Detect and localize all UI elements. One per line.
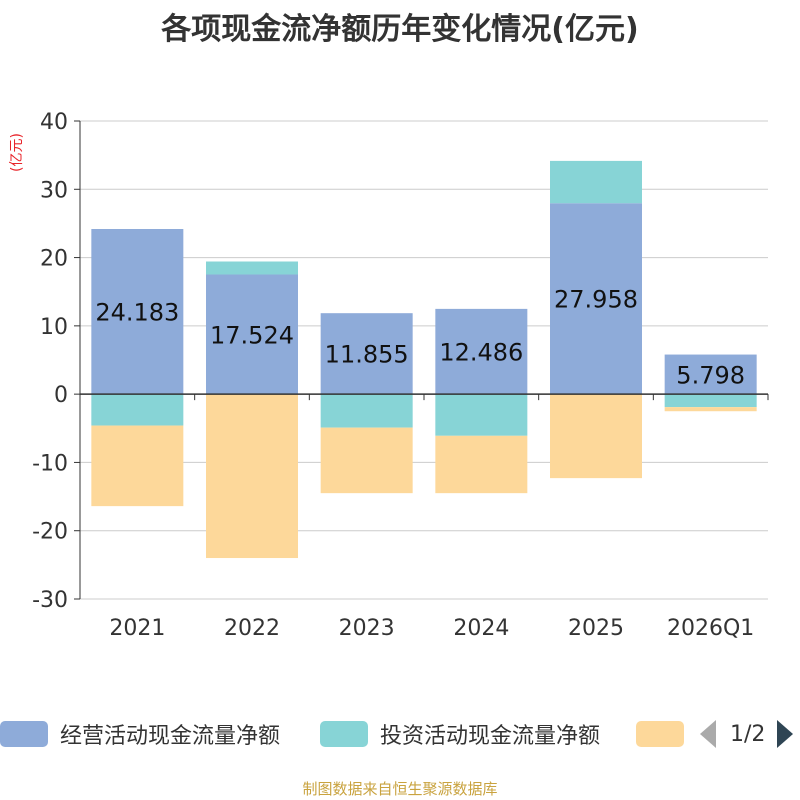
- legend-item-financing[interactable]: [636, 720, 696, 748]
- chart-title: 各项现金流净额历年变化情况(亿元): [161, 12, 639, 47]
- y-tick-label: 20: [40, 247, 68, 272]
- legend-swatch-operating: [0, 721, 48, 747]
- y-tick-label: -10: [32, 451, 68, 476]
- legend-page-indicator: 1/2: [730, 721, 766, 747]
- bar-operating-2022[interactable]: [206, 274, 298, 395]
- bar-operating-2025[interactable]: [550, 203, 642, 395]
- bar-investing-neg-2023[interactable]: [320, 394, 413, 428]
- bar-operating-2026Q1[interactable]: [664, 354, 757, 395]
- bar-financing-2023[interactable]: [320, 427, 413, 494]
- y-tick-label: -20: [32, 520, 68, 545]
- x-tick-label: 2022: [224, 616, 280, 641]
- data-label-operating-2025: 27.958: [554, 286, 638, 314]
- bar-operating-2024[interactable]: [435, 308, 528, 395]
- bar-financing-2024[interactable]: [435, 435, 528, 494]
- data-label-operating-2021: 24.183: [95, 299, 179, 327]
- x-tick-label: 2026Q1: [667, 616, 754, 641]
- bar-financing-2026Q1[interactable]: [664, 407, 757, 412]
- y-tick-label: 30: [40, 178, 68, 203]
- x-tick-label: 2021: [109, 616, 165, 641]
- x-tick-label: 2024: [453, 616, 509, 641]
- data-source-note: 制图数据来自恒生聚源数据库: [302, 780, 498, 798]
- data-label-operating-2023: 11.855: [325, 341, 409, 369]
- data-label-operating-2026Q1: 5.798: [676, 361, 745, 389]
- bar-investing-neg-2024[interactable]: [435, 394, 528, 436]
- y-tick-label: 40: [40, 110, 68, 135]
- bar-operating-2023[interactable]: [320, 313, 413, 395]
- bar-operating-2021[interactable]: [91, 229, 184, 395]
- y-tick-label: -30: [32, 588, 68, 613]
- bar-chart: 40 30 20 10 0 -10 -20 -30 24.183 2021 17.524 2022 11…: [32, 110, 769, 641]
- y-tick-label: 0: [54, 383, 68, 408]
- legend: 经营活动现金流量净额 投资活动现金流量净额 1/2: [0, 712, 800, 756]
- x-tick-label: 2025: [568, 616, 624, 641]
- data-label-operating-2024: 12.486: [439, 339, 523, 367]
- y-tick-label: 10: [40, 315, 68, 340]
- bar-financing-2021[interactable]: [91, 425, 184, 507]
- legend-item-operating[interactable]: 经营活动现金流量净额: [0, 720, 281, 749]
- legend-next-page-icon[interactable]: [777, 720, 794, 748]
- bar-investing-neg-2021[interactable]: [91, 394, 184, 426]
- bar-financing-2022[interactable]: [206, 394, 298, 559]
- bar-investing-pos-2025[interactable]: [550, 160, 642, 204]
- x-tick-label: 2023: [339, 616, 395, 641]
- legend-label-operating: 经营活动现金流量净额: [60, 724, 281, 749]
- legend-label-investing: 投资活动现金流量净额: [380, 724, 601, 749]
- legend-prev-page-icon[interactable]: [700, 720, 716, 748]
- legend-pager: 1/2: [700, 720, 800, 748]
- legend-swatch-investing: [320, 721, 368, 747]
- bar-investing-pos-2022[interactable]: [206, 261, 298, 275]
- data-label-operating-2022: 17.524: [210, 321, 294, 349]
- legend-item-investing[interactable]: 投资活动现金流量净额: [320, 720, 601, 749]
- bar-financing-2025[interactable]: [550, 394, 642, 479]
- legend-swatch-financing: [636, 721, 684, 747]
- bar-investing-neg-2026Q1[interactable]: [664, 394, 757, 408]
